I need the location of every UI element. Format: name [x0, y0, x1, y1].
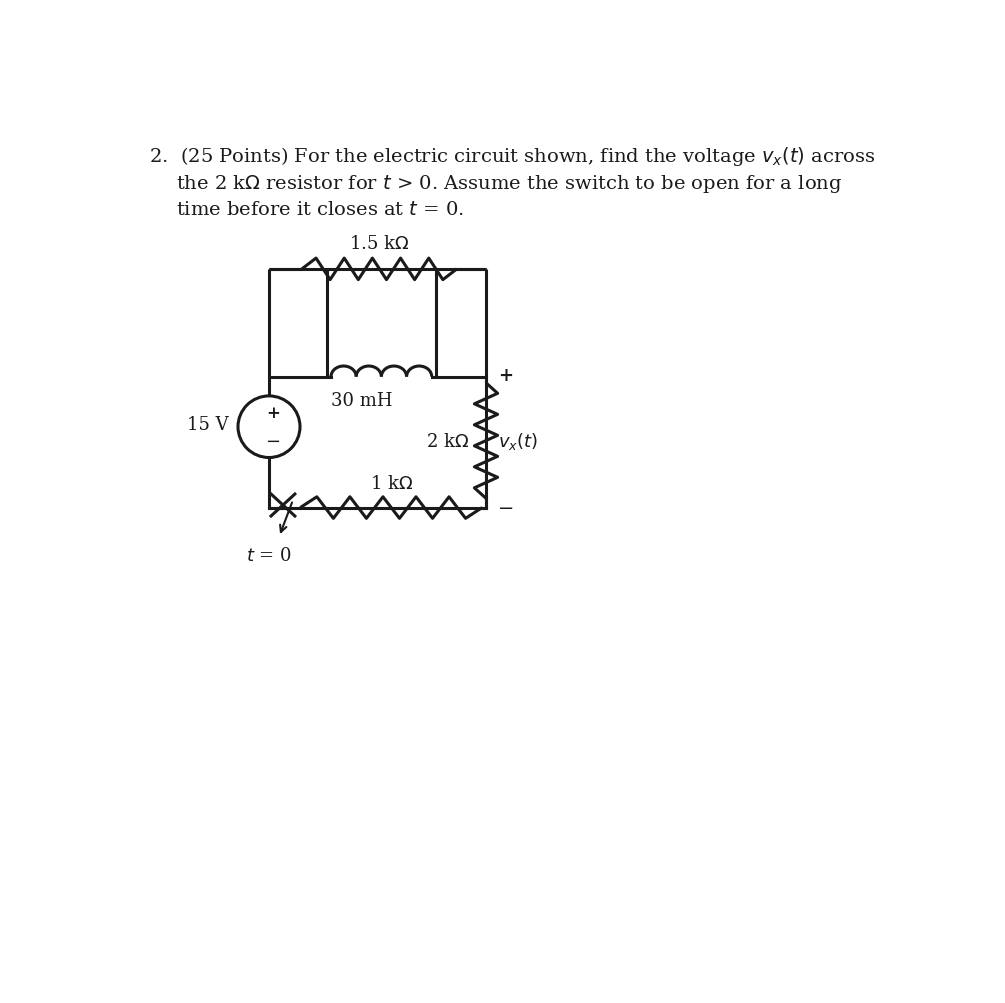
Text: −: −	[265, 432, 280, 450]
Text: −: −	[497, 499, 514, 517]
Text: +: +	[497, 367, 513, 385]
Text: 30 mH: 30 mH	[332, 391, 393, 409]
Text: $v_x(t)$: $v_x(t)$	[497, 430, 538, 451]
Text: +: +	[266, 405, 279, 422]
Text: 2.  (25 Points) For the electric circuit shown, find the voltage $v_x(t)$ across: 2. (25 Points) For the electric circuit …	[149, 145, 875, 168]
Text: 1 k$\Omega$: 1 k$\Omega$	[370, 474, 413, 492]
Text: 2 k$\Omega$: 2 k$\Omega$	[426, 432, 469, 450]
Text: time before it closes at $t$ = 0.: time before it closes at $t$ = 0.	[176, 201, 464, 219]
Text: the 2 k$\Omega$ resistor for $t$ > 0. Assume the switch to be open for a long: the 2 k$\Omega$ resistor for $t$ > 0. As…	[176, 173, 842, 195]
Text: 15 V: 15 V	[187, 415, 229, 433]
Text: $t$ = 0: $t$ = 0	[246, 547, 291, 565]
Text: 1.5 k$\Omega$: 1.5 k$\Omega$	[350, 235, 410, 253]
